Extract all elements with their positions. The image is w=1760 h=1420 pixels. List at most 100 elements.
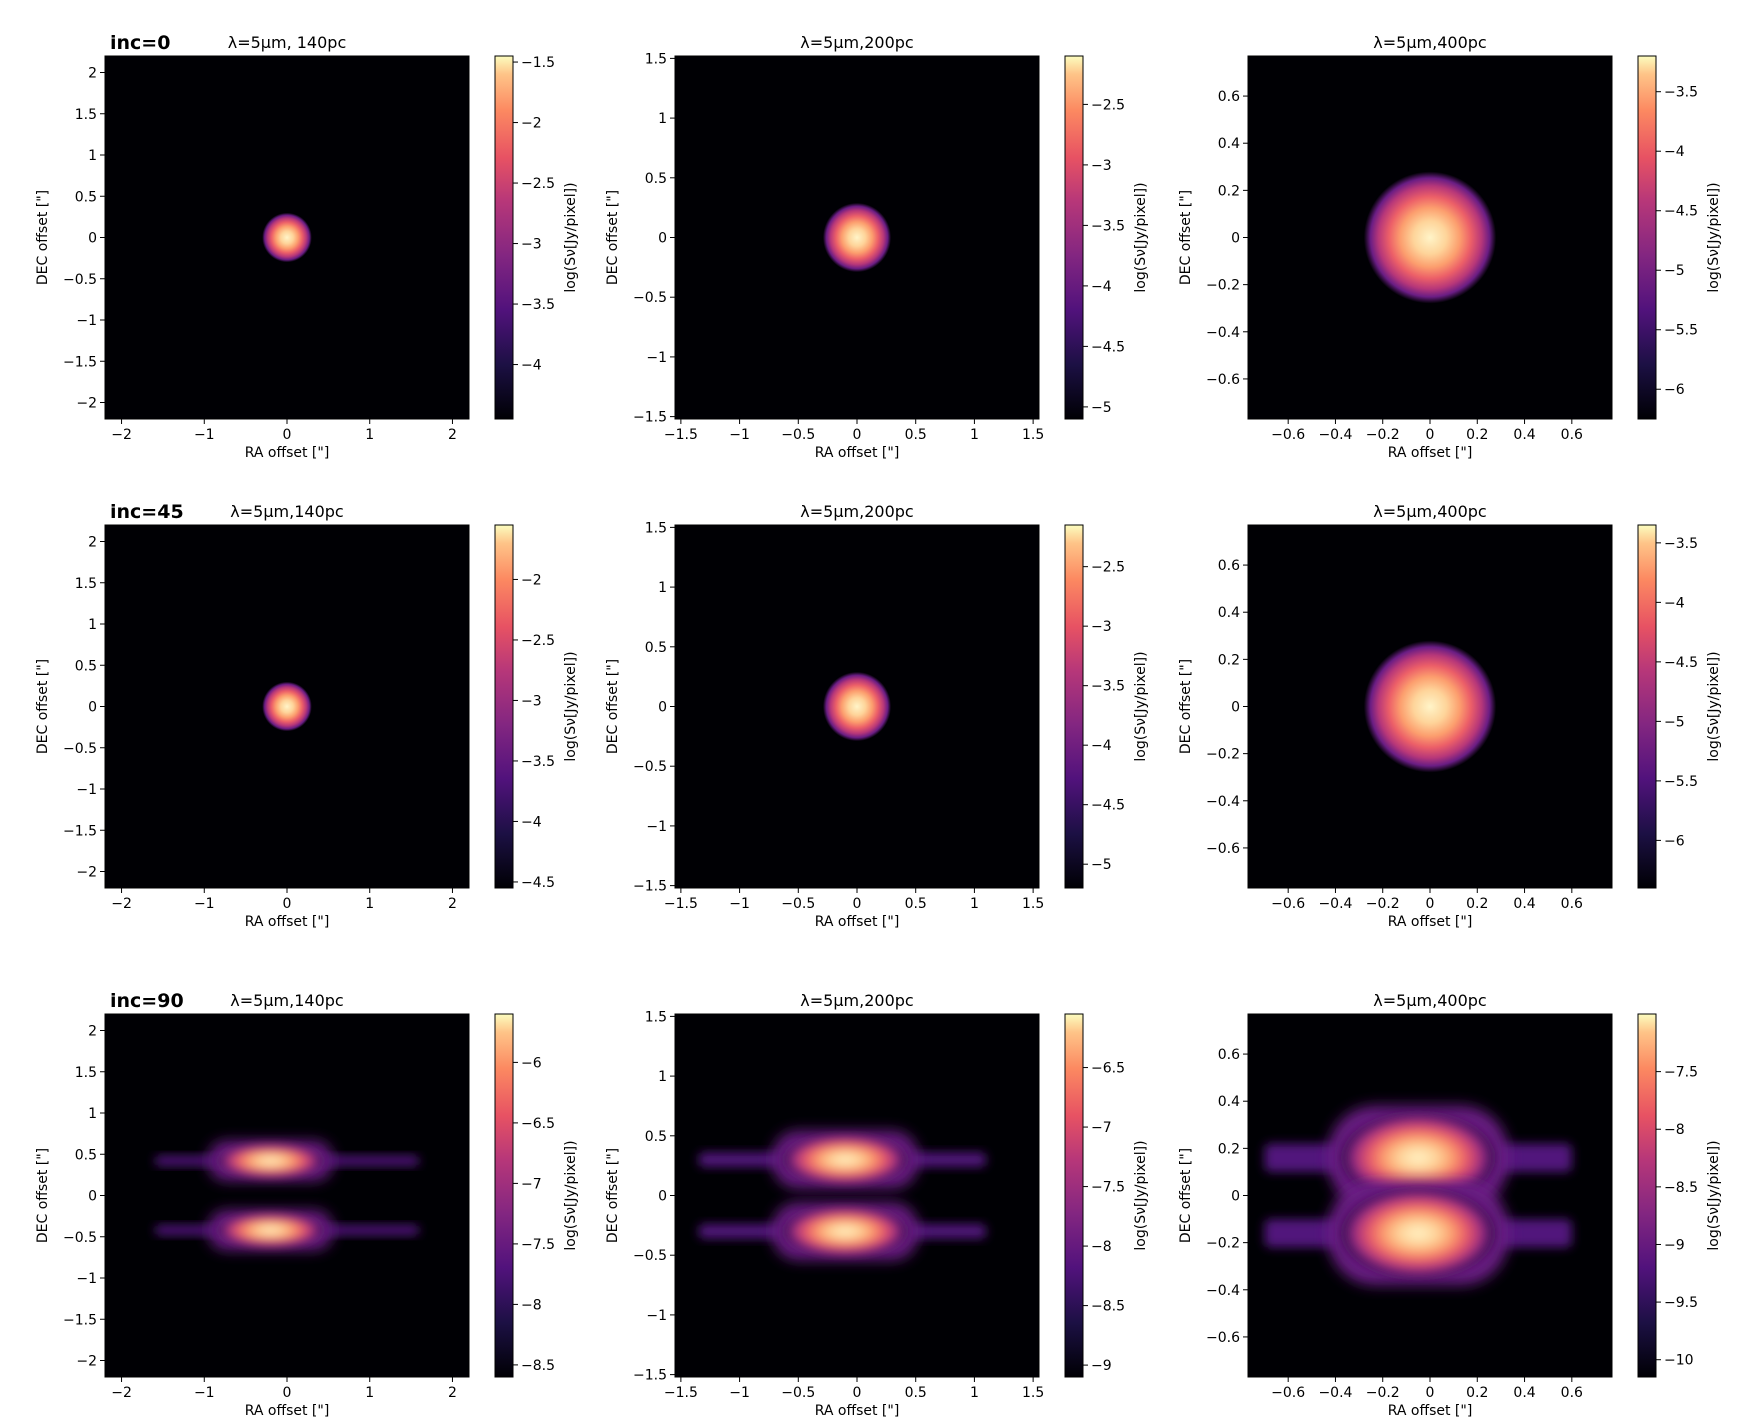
colorbar-tick-label: −4.5 (1091, 798, 1125, 814)
y-tick-label: 1 (658, 1069, 667, 1085)
colorbar-tick-label: −5.5 (1664, 323, 1698, 339)
colorbar-tick-label: −8.5 (1091, 1299, 1125, 1315)
panel-title: λ=5μm,200pc (800, 33, 913, 52)
colorbar-tick-label: −8 (1664, 1122, 1685, 1138)
y-tick-label: −2 (76, 1354, 97, 1370)
y-axis-label: DEC offset ["] (35, 1148, 51, 1243)
emission-source (1363, 171, 1497, 304)
x-tick-label: 0 (1426, 1385, 1435, 1401)
x-tick-label: −2 (111, 896, 132, 912)
disk-lobe (1341, 1189, 1495, 1278)
colorbar-tick-label: −4 (1664, 144, 1685, 160)
emission-source (1264, 1105, 1572, 1286)
y-tick-label: −0.5 (633, 290, 667, 306)
colorbar-tick-label: −3.5 (521, 297, 555, 313)
x-axis-label: RA offset ["] (245, 1403, 330, 1419)
y-tick-label: −0.5 (63, 272, 97, 288)
x-tick-label: 1 (970, 896, 979, 912)
y-tick-label: 2 (88, 1024, 97, 1040)
x-tick-label: −0.6 (1271, 427, 1305, 443)
x-tick-label: 0 (853, 896, 862, 912)
x-tick-label: 0.2 (1466, 1385, 1488, 1401)
y-tick-label: −1 (76, 1271, 97, 1287)
colorbar-tick-label: −4.5 (1091, 339, 1125, 355)
colorbar-tick-label: −3.5 (1091, 679, 1125, 695)
source-disk (262, 212, 312, 263)
y-tick-label: 0.5 (75, 658, 97, 674)
x-tick-label: 2 (448, 1385, 457, 1401)
x-tick-label: 0 (283, 896, 292, 912)
x-tick-label: −0.2 (1366, 896, 1400, 912)
colorbar (1064, 1013, 1084, 1378)
disk-lobe (217, 1213, 324, 1247)
emission-source (1363, 640, 1497, 773)
y-tick-label: 1.5 (75, 1065, 97, 1081)
emission-source (822, 671, 892, 742)
panel-r0c2: −0.6 −0.4 −0.2 0 0.2 0.4 0.6 −0.6 −0.4 −0.2 0 0.2 0.… (1178, 33, 1722, 461)
y-tick-label: −1 (646, 350, 667, 366)
y-tick-label: −1 (646, 819, 667, 835)
panel-title: λ=5μm,400pc (1373, 502, 1486, 521)
panel-title: λ=5μm,140pc (230, 991, 343, 1010)
panel-title: λ=5μm,200pc (800, 991, 913, 1010)
emission-source (822, 202, 892, 273)
colorbar-label: log(Sν[Jy/pixel]) (1706, 182, 1722, 292)
x-tick-label: 0 (1426, 427, 1435, 443)
x-tick-label: 0 (853, 1385, 862, 1401)
y-axis-label: DEC offset ["] (35, 190, 51, 285)
colorbar (1637, 524, 1657, 889)
x-tick-label: −0.5 (781, 427, 815, 443)
x-tick-label: 0.2 (1466, 427, 1488, 443)
x-tick-label: 0.4 (1513, 1385, 1535, 1401)
y-axis-label: DEC offset ["] (1178, 659, 1194, 754)
panel-title: λ=5μm,400pc (1373, 991, 1486, 1010)
colorbar-label: log(Sν[Jy/pixel]) (563, 1140, 579, 1250)
colorbar-label: log(Sν[Jy/pixel]) (1133, 1140, 1149, 1250)
x-tick-label: −0.6 (1271, 1385, 1305, 1401)
y-tick-label: 0.5 (75, 189, 97, 205)
panel-title: λ=5μm, 140pc (228, 33, 346, 52)
y-tick-label: 0.4 (1218, 605, 1240, 621)
y-tick-label: −2 (76, 865, 97, 881)
x-tick-label: 0.5 (905, 427, 927, 443)
colorbar-tick-label: −10 (1664, 1353, 1694, 1369)
colorbar-tick-label: −6 (1664, 833, 1685, 849)
panel-r1c2: −0.6 −0.4 −0.2 0 0.2 0.4 0.6 −0.6 −0.4 −0.2 0 0.2 0.… (1178, 502, 1722, 930)
y-tick-label: 0 (88, 231, 97, 247)
y-tick-label: 2 (88, 535, 97, 551)
y-tick-label: −0.2 (1206, 1236, 1240, 1252)
colorbar-tick-label: −4 (521, 814, 542, 830)
y-tick-label: −0.5 (63, 741, 97, 757)
x-tick-label: 0.6 (1561, 427, 1583, 443)
colorbar-tick-label: −3 (521, 693, 542, 709)
panel-title: λ=5μm,200pc (800, 502, 913, 521)
colorbar-tick-label: −2 (521, 116, 542, 132)
source-disk (1363, 640, 1497, 773)
x-axis-label: RA offset ["] (1388, 914, 1473, 930)
y-tick-label: −0.6 (1206, 372, 1240, 388)
x-tick-label: 1.5 (1022, 1385, 1044, 1401)
inclination-label: inc=90 (110, 990, 184, 1012)
y-tick-label: 0.2 (1218, 652, 1240, 668)
x-tick-label: 1 (365, 1385, 374, 1401)
y-tick-label: −0.5 (63, 1230, 97, 1246)
colorbar-tick-label: −5.5 (1664, 774, 1698, 790)
x-tick-label: −1.5 (664, 896, 698, 912)
y-tick-label: 0 (1231, 700, 1240, 716)
y-axis-label: DEC offset ["] (605, 190, 621, 285)
colorbar-tick-label: −9.5 (1664, 1295, 1698, 1311)
image-plot-area (105, 1014, 469, 1377)
y-tick-label: 0.6 (1218, 1047, 1240, 1063)
colorbar-tick-label: −3.5 (1664, 536, 1698, 552)
colorbar-tick-label: −3.5 (521, 754, 555, 770)
y-tick-label: −1.5 (63, 823, 97, 839)
y-tick-label: −0.5 (633, 759, 667, 775)
colorbar-tick-label: −4.5 (521, 875, 555, 891)
x-tick-label: 1 (365, 427, 374, 443)
y-tick-label: 1.5 (75, 576, 97, 592)
x-tick-label: −0.4 (1318, 427, 1352, 443)
x-tick-label: 0 (853, 427, 862, 443)
colorbar (1064, 55, 1084, 420)
y-tick-label: 0.6 (1218, 89, 1240, 105)
